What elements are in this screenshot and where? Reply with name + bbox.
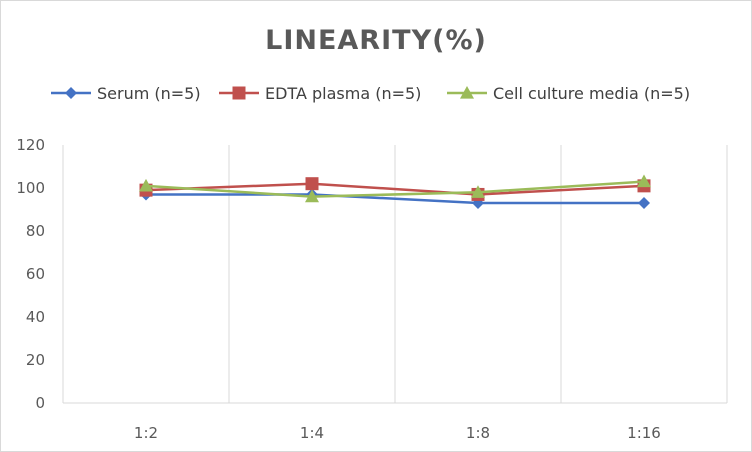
data-point-series-1 (638, 197, 650, 210)
x-tick-label: 1:16 (627, 424, 661, 442)
data-point-series-3 (139, 178, 153, 192)
legend-label-3: Cell culture media (n=5) (493, 84, 690, 103)
series-line-1 (146, 193, 644, 205)
data-point-series-3 (305, 189, 319, 203)
y-tick-label: 60 (26, 265, 45, 283)
data-point-series-3 (637, 174, 651, 188)
chart-title: LINEARITY(%) (265, 25, 487, 56)
legend-marker-3 (460, 86, 474, 99)
legend-label-2: EDTA plasma (n=5) (265, 84, 421, 103)
series-line-3 (145, 180, 645, 198)
y-tick-label: 0 (35, 394, 45, 412)
y-tick-label: 100 (16, 179, 45, 197)
x-tick-label: 1:2 (134, 424, 158, 442)
y-tick-label: 120 (16, 136, 45, 154)
legend-marker-2 (232, 86, 246, 100)
legend: Serum (n=5) EDTA plasma (n=5) Cell culture… (51, 84, 690, 103)
data-point-series-3 (471, 185, 485, 198)
plot-area: 0 20 40 60 80 100 120 1:2 1:4 1:8 1:16 (16, 136, 728, 442)
y-tick-label: 40 (26, 308, 45, 326)
x-tick-label: 1:4 (300, 424, 324, 442)
series-line-2 (145, 182, 645, 196)
legend-marker-1 (65, 87, 77, 99)
data-point-series-2 (305, 177, 319, 191)
x-tick-label: 1:8 (466, 424, 490, 442)
y-tick-label: 20 (26, 351, 45, 369)
legend-label-1: Serum (n=5) (97, 84, 201, 103)
y-tick-label: 80 (26, 222, 45, 240)
